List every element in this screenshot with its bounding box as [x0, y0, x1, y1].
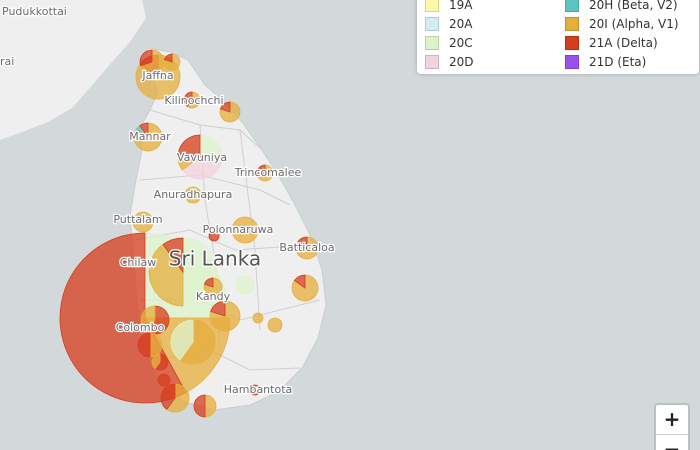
pie-slice: [267, 317, 283, 333]
pie-slice: [210, 300, 226, 317]
pie-slice: [184, 186, 202, 204]
pie-slice: [140, 305, 156, 332]
pie-slice: [183, 91, 193, 108]
legend-label: 21A (Delta): [589, 36, 658, 50]
place-label: Batticaloa: [279, 241, 334, 254]
legend-swatch: [565, 55, 579, 69]
place-label: Colombo: [116, 321, 165, 334]
legend-swatch: [425, 36, 439, 50]
legend-label: 20C: [449, 36, 473, 50]
pie-slice: [166, 383, 190, 413]
pie-slice: [163, 53, 181, 71]
legend-label: 20A: [449, 17, 473, 31]
zoom-control: + −: [654, 403, 690, 450]
place-label: Puttalam: [113, 213, 162, 226]
mainland-coast: [0, 0, 146, 140]
pie-slice: [208, 230, 220, 242]
legend-label: 20D: [449, 55, 474, 69]
place-label: Chilaw: [120, 256, 157, 269]
legend-label: 20H (Beta, V2): [589, 0, 678, 12]
pie-slice: [199, 134, 223, 165]
pie-slice: [297, 236, 308, 249]
zoom-in[interactable]: +: [663, 407, 681, 431]
legend: 19A 20A 20C 20D 20H (Beta, V2) 20I (Alpha, V1…: [417, 0, 699, 74]
pie-slice: [139, 49, 153, 67]
pie-slice: [179, 319, 216, 365]
place-label: Kilinochchi: [164, 94, 223, 107]
pie-slice: [137, 332, 151, 358]
pie-slice: [163, 53, 173, 63]
legend-label: 20I (Alpha, V1): [589, 17, 679, 31]
zoom-out[interactable]: −: [656, 434, 688, 450]
pie-slice: [148, 243, 184, 307]
legend-swatch: [425, 17, 439, 31]
pie-slice: [249, 384, 261, 396]
pie-slice: [293, 274, 306, 289]
place-label: Kandy: [196, 290, 231, 303]
place-label: Polonnaruwa: [203, 223, 274, 236]
legend-swatch: [565, 17, 579, 31]
pie-slice: [154, 353, 169, 371]
pie-slice: [157, 373, 171, 387]
place-label: Jaffna: [141, 69, 173, 82]
pie-slice: [181, 156, 222, 180]
pie-slice: [235, 275, 255, 295]
place-label: Mannar: [129, 130, 171, 143]
pie-slice: [170, 319, 194, 361]
pie-slice: [231, 216, 259, 244]
legend-label: 19A: [449, 0, 473, 12]
place-label: Anuradhapura: [154, 188, 233, 201]
pie-slice: [193, 394, 206, 418]
place-label: Trincomalee: [234, 166, 302, 179]
place-label: rai: [0, 55, 14, 68]
legend-swatch: [425, 0, 439, 12]
legend-swatch: [565, 36, 579, 50]
pie-slice: [177, 134, 201, 158]
pie-slice: [162, 237, 184, 274]
legend-label: 21D (Eta): [589, 55, 647, 69]
place-label: Pudukkottai: [2, 5, 67, 18]
pie-slice: [139, 122, 149, 139]
place-label: Sri Lanka: [169, 247, 261, 271]
pie-slice: [256, 164, 266, 176]
pie-slice: [204, 394, 217, 418]
pie-slice: [151, 353, 161, 370]
pie-slice: [219, 101, 231, 113]
pie-slice: [186, 91, 201, 109]
pie-slice: [219, 101, 241, 123]
pie-slice: [132, 211, 154, 233]
place-labels: Pudukkottai rai Jaffna Kilinochchi Mannar Vav…: [0, 4, 336, 398]
pie-markers: [59, 49, 319, 418]
place-label: Hambantota: [224, 383, 293, 396]
pie-slice: [149, 332, 163, 358]
legend-swatch: [565, 0, 579, 12]
place-label: Vavuniya: [177, 151, 227, 164]
pie-slice: [252, 312, 264, 324]
legend-swatch: [425, 55, 439, 69]
pie-slice: [160, 383, 176, 410]
pie-slice: [203, 277, 214, 288]
